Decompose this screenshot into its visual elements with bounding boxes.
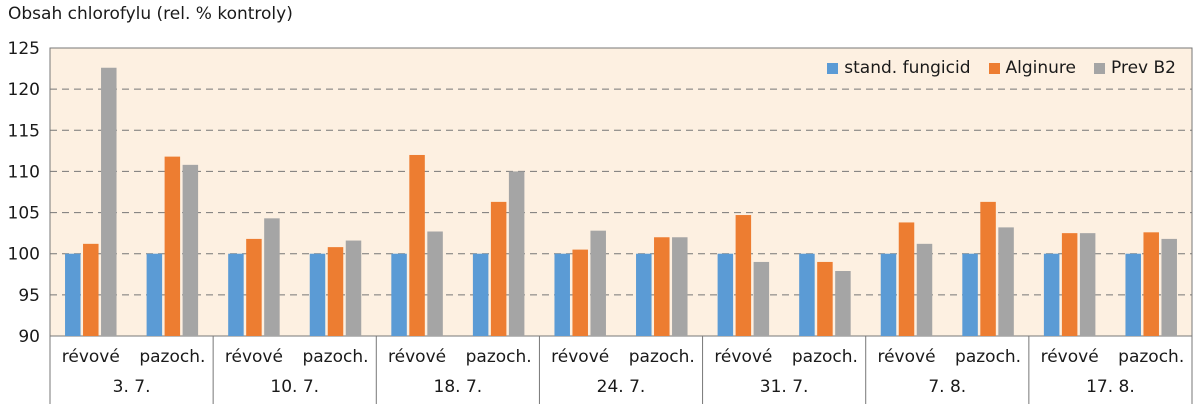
bar-prev-b2	[753, 261, 770, 336]
y-tick-label: 120	[8, 80, 40, 100]
bar-stand-fungicid	[880, 253, 897, 336]
bar-prev-b2	[1161, 238, 1177, 336]
x-group-label: 24. 7.	[597, 377, 646, 397]
x-subcategory-label: pazoch.	[1118, 347, 1184, 367]
bar-stand-fungicid	[391, 253, 407, 336]
bar-stand-fungicid	[636, 253, 652, 336]
bar-alginure	[1143, 232, 1159, 336]
y-tick-label: 90	[18, 327, 40, 347]
bar-prev-b2	[590, 230, 606, 336]
legend: stand. fungicid Alginure Prev B2	[827, 58, 1176, 78]
bar-alginure	[83, 243, 99, 336]
bar-prev-b2	[998, 227, 1014, 336]
bar-alginure	[409, 154, 425, 336]
x-subcategory-label: pazoch.	[792, 347, 858, 367]
x-group-label: 31. 7.	[760, 377, 809, 397]
bar-stand-fungicid	[799, 253, 815, 336]
x-group-label: 10. 7.	[270, 377, 319, 397]
bar-alginure	[327, 247, 344, 336]
y-tick-label: 110	[8, 162, 40, 182]
legend-item: Prev B2	[1094, 58, 1176, 78]
bar-prev-b2	[101, 67, 117, 337]
legend-label: Prev B2	[1111, 58, 1176, 78]
y-tick-label: 115	[8, 121, 40, 141]
bar-alginure	[572, 249, 588, 336]
x-subcategory-label: révové	[62, 347, 120, 367]
bar-alginure	[654, 237, 670, 336]
bar-prev-b2	[264, 218, 280, 336]
bar-alginure	[164, 156, 181, 336]
plot-frame	[49, 47, 1193, 337]
bar-stand-fungicid	[1043, 253, 1060, 336]
bar-stand-fungicid	[554, 253, 570, 336]
y-tick-label: 95	[18, 286, 40, 306]
bar-stand-fungicid	[472, 253, 489, 336]
legend-swatch	[988, 62, 1000, 74]
y-tick-label: 105	[8, 204, 40, 224]
bar-stand-fungicid	[146, 253, 163, 336]
y-axis-title: Obsah chlorofylu (rel. % kontroly)	[8, 4, 293, 24]
bar-prev-b2	[835, 270, 851, 336]
bar-prev-b2	[427, 231, 443, 336]
bar-prev-b2	[672, 237, 688, 336]
y-tick-label: 125	[8, 39, 40, 59]
x-subcategory-label: pazoch.	[302, 347, 368, 367]
legend-swatch	[1094, 62, 1106, 74]
bar-alginure	[735, 215, 752, 336]
bar-alginure	[1061, 233, 1078, 336]
bar-alginure	[980, 201, 996, 336]
bar-stand-fungicid	[65, 253, 81, 336]
bar-stand-fungicid	[309, 253, 326, 336]
bar-prev-b2	[916, 243, 933, 336]
bar-alginure	[490, 201, 507, 336]
legend-label: Alginure	[1005, 58, 1077, 78]
x-group-label: 18. 7.	[434, 377, 483, 397]
bar-alginure	[898, 222, 915, 336]
legend-label: stand. fungicid	[844, 58, 971, 78]
bar-stand-fungicid	[717, 253, 734, 336]
x-subcategory-label: pazoch.	[139, 347, 205, 367]
bar-alginure	[817, 261, 833, 336]
plot-background	[50, 48, 1192, 336]
bar-prev-b2	[508, 171, 525, 336]
legend-item: stand. fungicid	[827, 58, 971, 78]
bar-prev-b2	[182, 164, 199, 336]
x-group-label: 17. 8.	[1086, 377, 1135, 397]
x-subcategory-label: révové	[877, 347, 935, 367]
x-subcategory-label: révové	[714, 347, 772, 367]
x-subcategory-label: révové	[225, 347, 283, 367]
x-group-label: 7. 8.	[928, 377, 966, 397]
x-subcategory-label: pazoch.	[629, 347, 695, 367]
x-group-label: 3. 7.	[113, 377, 151, 397]
x-subcategory-label: révové	[1041, 347, 1099, 367]
bar-alginure	[246, 238, 262, 336]
y-tick-label: 100	[8, 245, 40, 265]
bar-prev-b2	[345, 240, 362, 336]
x-subcategory-label: pazoch.	[955, 347, 1021, 367]
bar-prev-b2	[1079, 233, 1096, 336]
legend-item: Alginure	[988, 58, 1077, 78]
x-subcategory-label: pazoch.	[466, 347, 532, 367]
bar-stand-fungicid	[1125, 253, 1141, 336]
legend-swatch	[827, 62, 839, 74]
x-subcategory-label: révové	[388, 347, 446, 367]
x-subcategory-label: révové	[551, 347, 609, 367]
bar-stand-fungicid	[962, 253, 978, 336]
bar-stand-fungicid	[228, 253, 244, 336]
